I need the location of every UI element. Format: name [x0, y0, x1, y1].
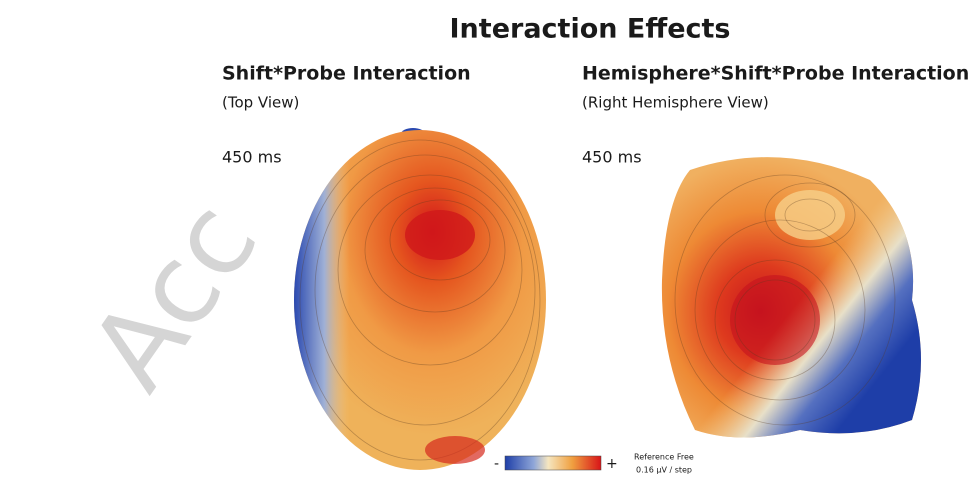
colorbar-step: 0.16 µV / step — [636, 466, 692, 475]
figure-title: Interaction Effects — [450, 14, 731, 45]
panel-title: Shift*Probe Interaction — [222, 63, 471, 85]
colorbar: - + Reference Free 0.16 µV / step — [494, 453, 694, 475]
time-label: 450 ms — [582, 148, 642, 167]
panel-title: Hemisphere*Shift*Probe Interaction — [582, 63, 969, 85]
time-label: 450 ms — [222, 148, 282, 167]
panel-subtitle: (Right Hemisphere View) — [582, 94, 769, 112]
head-top-view — [294, 128, 546, 470]
head-side-view — [661, 157, 921, 438]
colorbar-plus: + — [606, 456, 618, 472]
colorbar-reference: Reference Free — [634, 453, 694, 462]
panel-subtitle: (Top View) — [222, 94, 299, 112]
colorbar-minus: - — [494, 456, 499, 472]
watermark: Acc — [66, 179, 282, 412]
